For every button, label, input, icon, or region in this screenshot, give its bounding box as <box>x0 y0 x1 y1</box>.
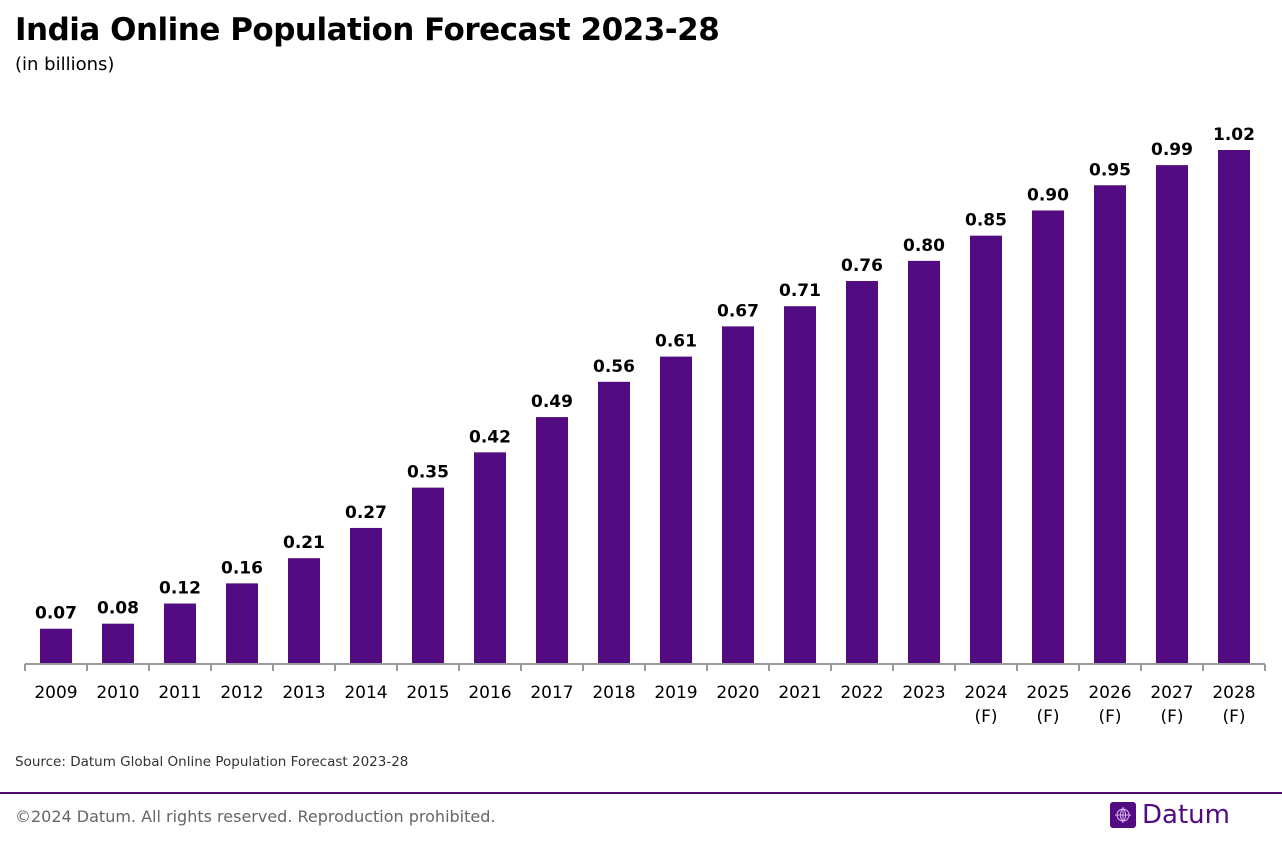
datum-logo: Datum <box>1110 800 1230 830</box>
x-tick-label: 2023 <box>902 683 945 703</box>
data-label: 0.61 <box>655 332 697 352</box>
bar <box>846 281 878 664</box>
x-tick-label: 2014 <box>344 683 387 703</box>
data-label: 0.76 <box>841 256 883 276</box>
bar-chart: 0.07 2009 0.08 2010 0.12 2011 0.16 2012 0.21 2013… <box>24 125 1266 727</box>
x-tick-label: (F) <box>1098 707 1121 727</box>
bar <box>474 452 506 664</box>
x-tick-label: 2021 <box>778 683 821 703</box>
data-label: 0.07 <box>35 604 77 624</box>
x-tick-label: 2025 <box>1026 683 1069 703</box>
x-tick-label: 2019 <box>654 683 697 703</box>
chart-title: India Online Population Forecast 2023-28 <box>15 12 720 48</box>
copyright-text: ©2024 Datum. All rights reserved. Reprod… <box>15 807 496 826</box>
x-tick-label: 2010 <box>96 683 139 703</box>
x-tick-label: (F) <box>1160 707 1183 727</box>
x-tick-label: (F) <box>974 707 997 727</box>
x-tick-label: 2017 <box>530 683 573 703</box>
data-label: 0.27 <box>345 503 387 523</box>
x-tick-label: 2018 <box>592 683 635 703</box>
bar <box>102 623 134 664</box>
x-tick-label: 2011 <box>158 683 201 703</box>
data-label: 0.95 <box>1089 160 1131 180</box>
x-tick-label: 2026 <box>1088 683 1131 703</box>
data-label: 0.85 <box>965 211 1007 231</box>
bar <box>288 558 320 664</box>
x-tick-label: (F) <box>1222 707 1245 727</box>
bar <box>536 417 568 664</box>
source-note: Source: Datum Global Online Population F… <box>15 754 409 770</box>
bar <box>226 583 258 664</box>
x-tick-label: 2016 <box>468 683 511 703</box>
x-tick-label: 2020 <box>716 683 759 703</box>
bar <box>722 326 754 664</box>
bar <box>908 260 940 664</box>
footer-divider <box>0 792 1282 794</box>
x-tick-label: 2022 <box>840 683 883 703</box>
bar <box>1156 165 1188 664</box>
x-tick-label: 2015 <box>406 683 449 703</box>
data-label: 0.35 <box>407 463 449 483</box>
data-label: 0.90 <box>1027 185 1069 205</box>
x-tick-label: 2024 <box>964 683 1007 703</box>
data-label: 0.21 <box>283 533 325 553</box>
bar <box>1218 150 1250 664</box>
data-label: 0.16 <box>221 558 263 578</box>
data-label: 0.99 <box>1151 140 1193 160</box>
x-tick-label: 2028 <box>1212 683 1255 703</box>
bar <box>350 527 382 664</box>
bar <box>660 356 692 664</box>
data-label: 0.42 <box>469 427 511 447</box>
globe-icon <box>1110 802 1136 828</box>
bar <box>412 487 444 664</box>
bar <box>40 628 72 664</box>
bar <box>970 235 1002 664</box>
data-label: 0.67 <box>717 301 759 321</box>
logo-text: Datum <box>1142 800 1230 830</box>
bar <box>598 381 630 664</box>
x-tick-label: 2013 <box>282 683 325 703</box>
x-tick-label: 2012 <box>220 683 263 703</box>
data-label: 0.12 <box>159 579 201 599</box>
data-label: 0.80 <box>903 236 945 256</box>
bar <box>1094 185 1126 664</box>
bar <box>1032 210 1064 664</box>
x-tick-label: (F) <box>1036 707 1059 727</box>
x-tick-label: 2009 <box>34 683 77 703</box>
x-tick-label: 2027 <box>1150 683 1193 703</box>
data-label: 0.71 <box>779 281 821 301</box>
data-label: 0.08 <box>97 599 139 619</box>
bar <box>784 306 816 664</box>
bar <box>164 603 196 664</box>
chart-subtitle: (in billions) <box>15 54 115 75</box>
data-label: 0.49 <box>531 392 573 412</box>
data-label: 0.56 <box>593 357 635 377</box>
data-label: 1.02 <box>1213 125 1255 145</box>
